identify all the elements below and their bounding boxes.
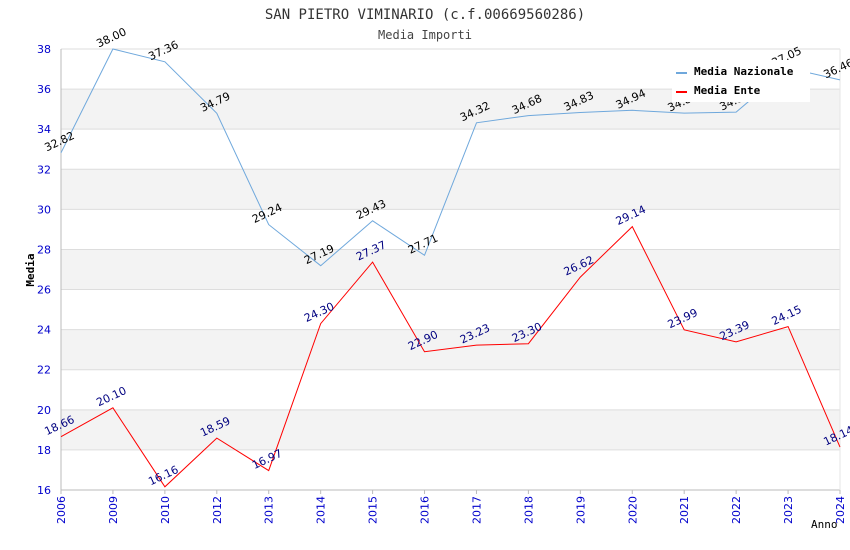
x-tick-label: 2010 [159,496,172,524]
y-tick-label: 36 [37,83,51,96]
y-axis-ticks: 16 18 20 22 24 26 28 30 32 34 36 38 [37,43,51,497]
legend-box [672,60,810,102]
gridlines [61,48,840,491]
chart-title: SAN PIETRO VIMINARIO (c.f.00669560286) [265,7,585,23]
x-tick-label: 2014 [315,496,328,524]
x-tick-label: 2018 [522,496,535,524]
y-tick-label: 30 [37,203,51,216]
series-line-media-ente [60,225,841,488]
data-label: 24.15 [770,303,804,328]
x-axis-ticks: 2006 2009 2010 2012 2013 2014 2015 2016 2017 2018… [55,490,847,524]
data-label: 16.97 [250,447,284,472]
y-tick-label: 32 [37,163,51,176]
y-tick-label: 20 [37,404,51,417]
y-tick-label: 34 [37,123,51,136]
background-band [61,409,840,450]
x-tick-label: 2023 [782,496,795,524]
x-tick-label: 2012 [211,496,224,524]
data-label: 38.00 [94,25,128,50]
y-tick-label: 16 [37,484,51,497]
data-label: 20.10 [94,384,128,409]
data-label: 24.30 [302,300,336,325]
x-tick-label: 2020 [626,496,639,524]
x-tick-label: 2024 [834,496,847,524]
y-tick-label: 24 [37,324,51,337]
y-tick-label: 18 [37,444,51,457]
x-axis-label: Anno [811,518,838,531]
x-tick-label: 2009 [107,496,120,524]
y-axis-label: Media [24,253,37,286]
legend-label-media-ente: Media Ente [694,84,761,97]
plot-frame [60,49,841,491]
data-label: 37.36 [146,38,180,63]
x-tick-label: 2006 [55,496,68,524]
chart-subtitle: Media Importi [378,28,472,42]
x-tick-label: 2017 [470,496,483,524]
x-tick-label: 2015 [367,496,380,524]
background-bands [61,89,840,450]
y-tick-label: 22 [37,364,51,377]
x-tick-label: 2013 [263,496,276,524]
series-lines [60,48,841,488]
y-tick-label: 28 [37,243,51,256]
y-tick-label: 26 [37,284,51,297]
x-tick-label: 2021 [678,496,691,524]
legend: Media Nazionale Media Ente [672,60,810,102]
data-label: 36.46 [821,56,850,81]
series-line-media-nazionale [60,48,841,267]
legend-label-media-nazionale: Media Nazionale [694,65,794,78]
background-band [61,249,840,290]
y-tick-label: 38 [37,43,51,56]
x-tick-label: 2016 [419,496,432,524]
x-tick-label: 2019 [574,496,587,524]
x-tick-label: 2022 [730,496,743,524]
